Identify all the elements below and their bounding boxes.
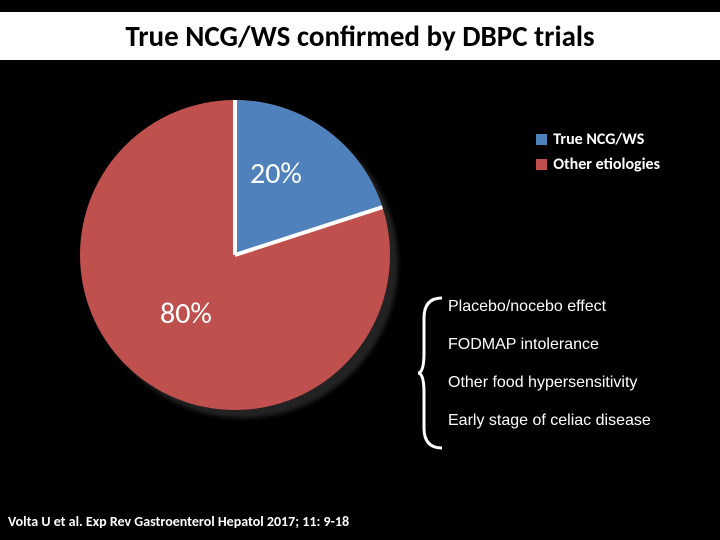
legend-item-other: Other etiologies <box>536 155 660 174</box>
pie-label-80: 80% <box>160 295 212 332</box>
pie-svg <box>80 100 390 410</box>
legend-label-true: True NCG/WS <box>553 130 644 149</box>
annotation-placebo: Placebo/nocebo effect <box>448 298 708 316</box>
citation: Volta U et al. Exp Rev Gastroenterol Hep… <box>8 513 349 530</box>
slide-title: True NCG/WS confirmed by DBPC trials <box>0 12 720 60</box>
pie-label-20: 20% <box>250 155 302 192</box>
annotation-block: Placebo/nocebo effect FODMAP intolerance… <box>448 298 708 450</box>
legend-item-true: True NCG/WS <box>536 130 660 149</box>
annotation-other-food: Other food hypersensitivity <box>448 374 708 392</box>
annotation-celiac: Early stage of celiac disease <box>448 412 708 430</box>
legend: True NCG/WS Other etiologies <box>536 130 660 180</box>
legend-label-other: Other etiologies <box>553 155 660 174</box>
annotation-fodmap: FODMAP intolerance <box>448 336 708 354</box>
bracket-icon <box>418 298 442 448</box>
legend-swatch-true <box>536 134 547 145</box>
legend-swatch-other <box>536 159 547 170</box>
